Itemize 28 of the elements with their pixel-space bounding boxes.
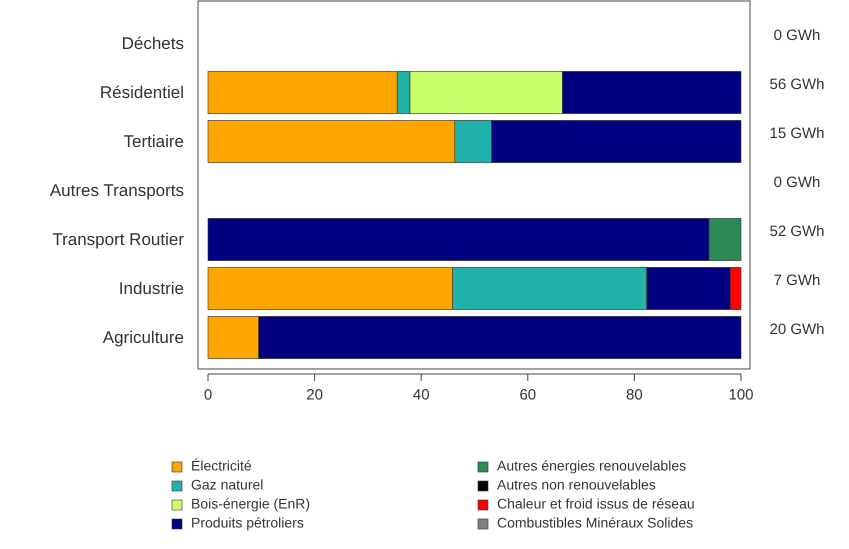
y-tick-label: Tertiaire	[124, 132, 184, 151]
x-tick-label: 60	[519, 386, 536, 404]
legend-label: Chaleur et froid issus de réseau	[497, 496, 695, 512]
x-tick-label: 100	[728, 386, 754, 404]
text: 15 GWh	[769, 125, 825, 142]
y-tick-label: Agriculture	[102, 328, 184, 347]
y-tick-label: Déchets	[122, 34, 184, 53]
x-tick-label: 80	[626, 386, 643, 404]
legend-label: Autres non renouvelables	[497, 476, 656, 493]
y-tick-label: Transport Routier	[52, 230, 184, 249]
legend-label: Produits pétroliers	[191, 514, 304, 531]
text: 56 GWh	[769, 76, 825, 94]
legend-label: Bois-énergie (EnR)	[191, 496, 310, 512]
text: 0 GWh	[774, 27, 820, 44]
y-tick-label: Industrie	[118, 278, 184, 298]
legend-label: Électricité	[191, 458, 252, 474]
x-tick-label: 20	[306, 386, 323, 404]
y-tick-label: Résidentiel	[100, 82, 184, 102]
x-tick-label: 40	[412, 386, 430, 404]
legend-label: Autres énergies renouvelables	[497, 458, 686, 474]
legend-label: Combustibles Minéraux Solides	[497, 514, 694, 531]
text: 0 GWh	[774, 174, 820, 192]
text: 52 GWh	[769, 223, 825, 240]
x-tick-label: 0	[204, 386, 212, 404]
text: 20 GWh	[769, 321, 825, 338]
text: 7 GWh	[774, 272, 820, 290]
legend-label: Gaz naturel	[191, 476, 264, 493]
y-tick-label: Autres Transports	[50, 180, 184, 200]
